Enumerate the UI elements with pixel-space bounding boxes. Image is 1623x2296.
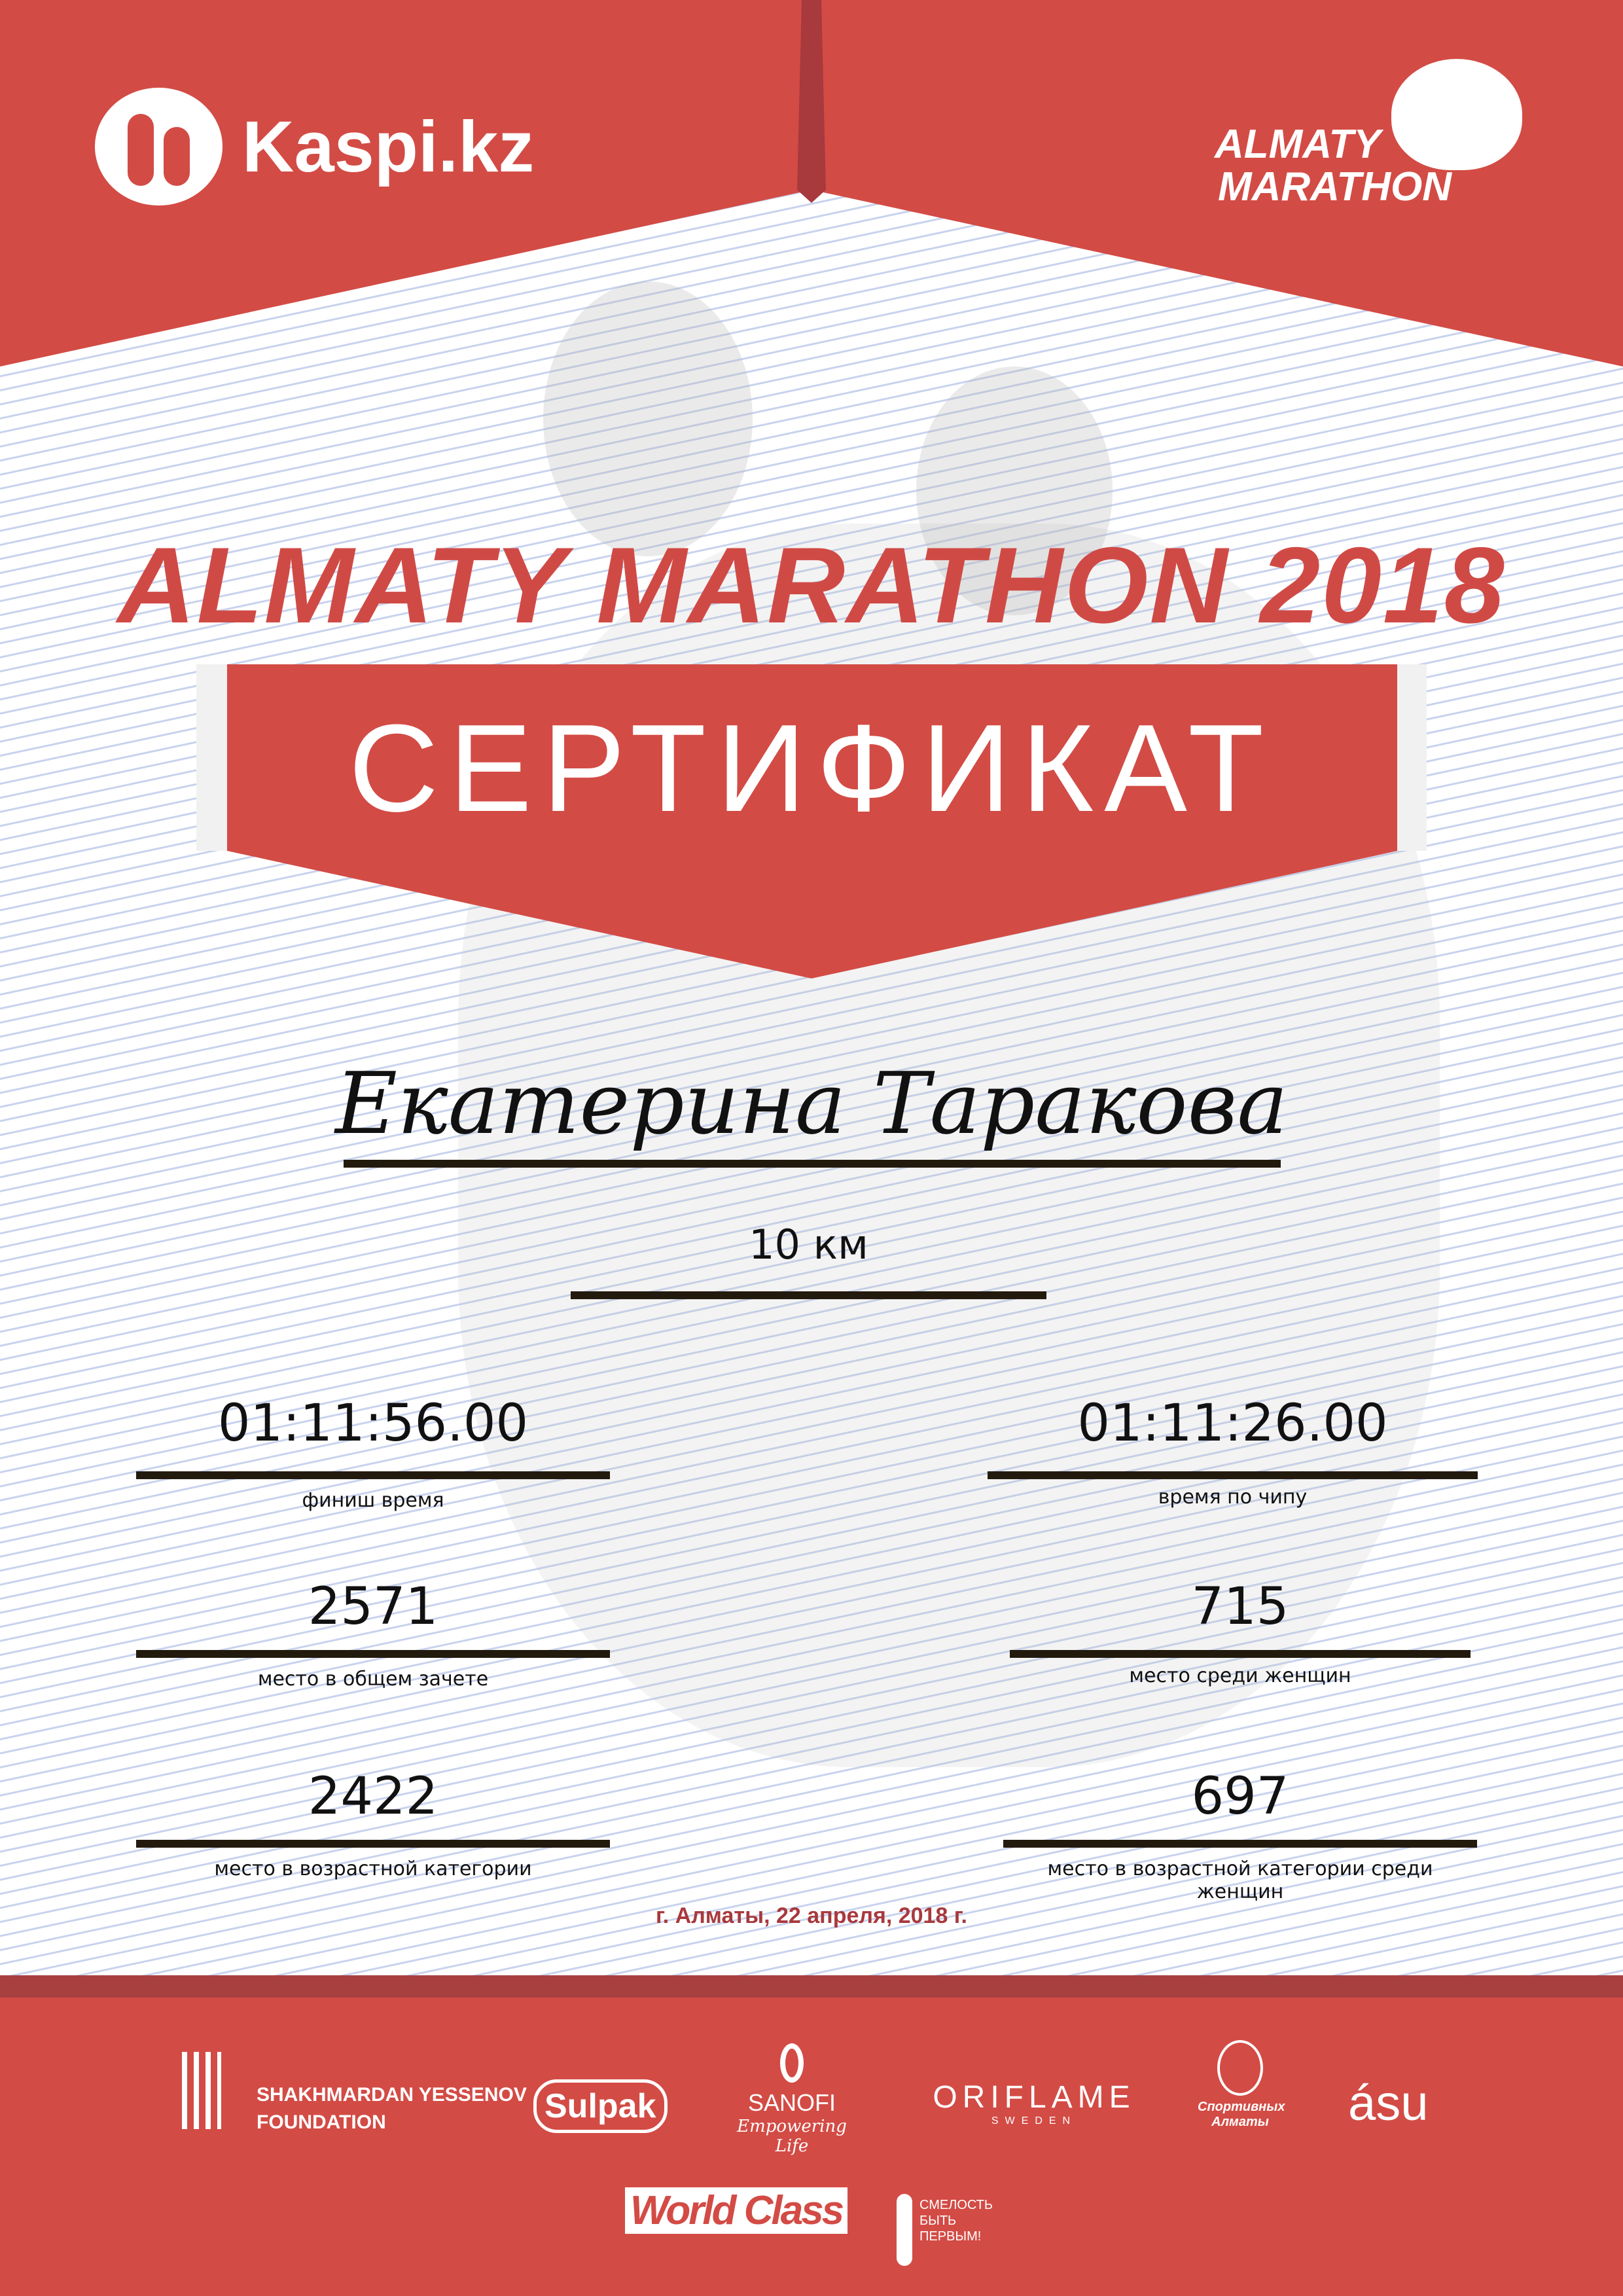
finish-time-rule: [136, 1471, 610, 1479]
age-place-rule: [136, 1840, 610, 1848]
sport-almaty-logo: Спортивных Алматы: [1198, 2040, 1285, 2130]
finish-time-label: финиш время: [302, 1489, 444, 1512]
smelost-line3: ПЕРВЫМ!: [919, 2229, 982, 2244]
asu-logo: ásu: [1348, 2075, 1429, 2131]
sponsors-footer: SHAKHMARDAN YESSENOV FOUNDATION Sulpak S…: [0, 1998, 1623, 2296]
oriflame-sub: SWEDEN: [991, 2115, 1077, 2126]
age-women-place-rule: [1003, 1840, 1477, 1848]
smelost-icon: [897, 2194, 912, 2266]
kaspi-logo: Kaspi.kz: [95, 88, 534, 206]
header-band: [0, 0, 1623, 367]
oriflame-logo: ORIFLAME SWEDEN: [923, 2079, 1145, 2127]
runner-photo-2: [916, 367, 1113, 615]
chip-time-value: 01:11:26.00: [1077, 1394, 1388, 1453]
yessenov-logo: SHAKHMARDAN YESSENOV FOUNDATION: [257, 2081, 527, 2136]
chip-time-rule: [988, 1471, 1478, 1479]
issue-date: г. Алматы, 22 апреля, 2018 г.: [656, 1903, 967, 1928]
overall-place-value: 2571: [308, 1577, 438, 1636]
sulpak-logo: Sulpak: [533, 2079, 668, 2133]
smelost-logo: СМЕЛОСТЬ БЫТЬ ПЕРВЫМ!: [919, 2197, 993, 2244]
smelost-line2: БЫТЬ: [919, 2214, 957, 2228]
oriflame-name: ORIFLAME: [933, 2080, 1135, 2115]
footer-band: [0, 1975, 1623, 1999]
smelost-line1: СМЕЛОСТЬ: [919, 2198, 993, 2212]
sport-almaty-line1: Спортивных: [1198, 2100, 1285, 2114]
age-women-place-value: 697: [1191, 1767, 1289, 1826]
name-underline: [344, 1160, 1281, 1168]
women-place-value: 715: [1191, 1577, 1289, 1636]
finish-time-value: 01:11:56.00: [217, 1394, 529, 1453]
yessenov-icon: [182, 2052, 221, 2129]
worldclass-logo: World Class: [625, 2187, 848, 2234]
distance: 10 км: [749, 1221, 868, 1268]
sanofi-tagline: Empowering Life: [737, 2117, 847, 2156]
chip-time-label: время по чипу: [1158, 1486, 1308, 1509]
yessenov-line1: SHAKHMARDAN YESSENOV: [257, 2084, 527, 2106]
background-pattern: [0, 0, 1623, 1998]
participant-name: Екатерина Таракова: [335, 1054, 1288, 1153]
age-place-label: место в возрастной категории: [214, 1857, 532, 1880]
runner-icon: [1391, 59, 1522, 170]
sport-almaty-line2: Алматы: [1211, 2115, 1269, 2129]
overall-place-label: место в общем зачете: [257, 1668, 489, 1691]
women-place-label: место среди женщин: [1129, 1664, 1351, 1687]
age-place-value: 2422: [308, 1767, 438, 1826]
sanofi-name: SANOFI: [747, 2089, 836, 2116]
yessenov-line2: FOUNDATION: [257, 2111, 386, 2133]
overall-place-rule: [136, 1650, 610, 1658]
sanofi-logo: SANOFI Empowering Life: [726, 2043, 857, 2156]
sport-almaty-emblem: [1217, 2040, 1263, 2096]
runner-photo: [543, 281, 753, 556]
almaty-marathon-logo: ALMATY MARATHON: [1215, 59, 1522, 216]
distance-underline: [571, 1291, 1046, 1299]
women-place-rule: [1010, 1650, 1471, 1658]
sanofi-icon: [780, 2043, 804, 2083]
kaspi-icon: [95, 88, 223, 206]
certificate-banner: [196, 664, 1427, 978]
event-title: ALMATY MARATHON 2018: [117, 525, 1506, 645]
age-women-place-label: место в возрастной категории среди женщи…: [1047, 1857, 1433, 1903]
certificate-heading: СЕРТИФИКАТ: [348, 699, 1275, 838]
